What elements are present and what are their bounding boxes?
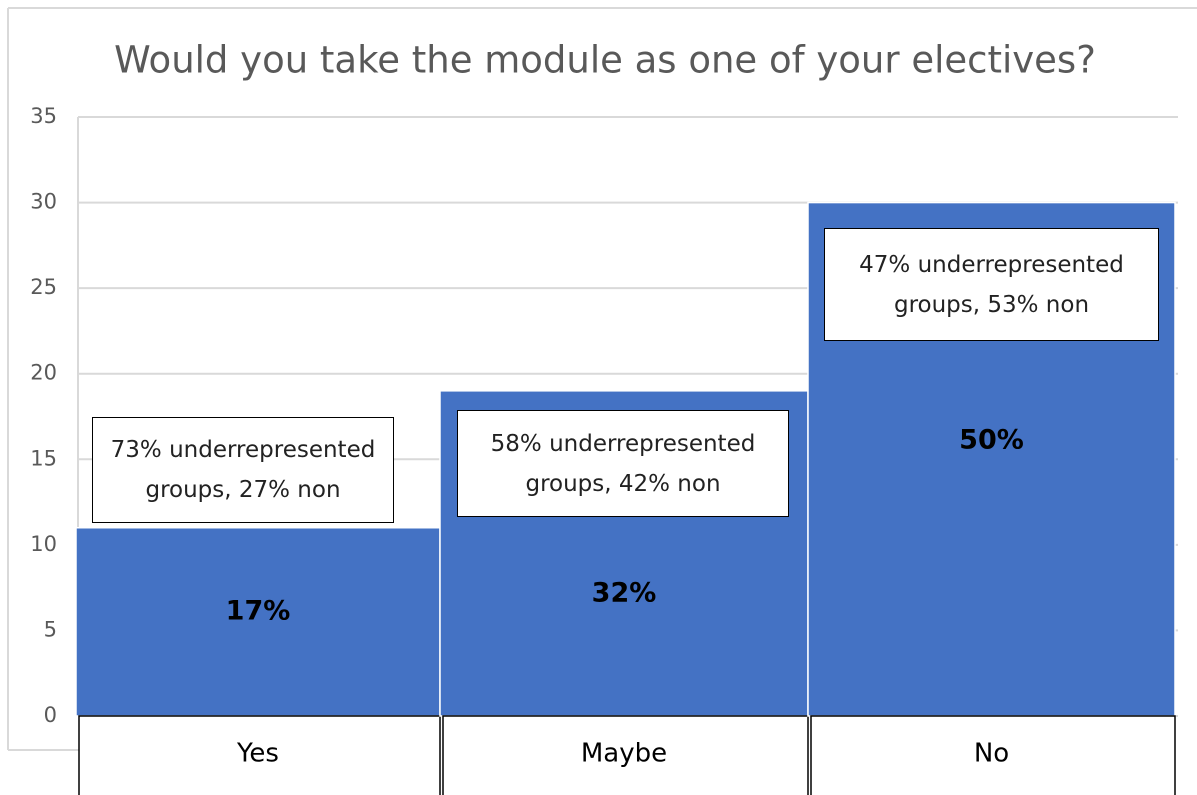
y-tick-label: 15: [30, 446, 57, 470]
annotation: 58% underrepresented groups, 42% non: [457, 410, 789, 517]
bar-label: 32%: [592, 578, 657, 609]
x-tick-label: Maybe: [581, 739, 667, 769]
category-box: [810, 715, 1176, 795]
y-tick-label: 5: [44, 617, 57, 641]
category-box: [78, 715, 441, 795]
bar-label: 17%: [226, 596, 291, 627]
y-tick-label: 30: [30, 190, 57, 214]
bar: [75, 526, 441, 717]
chart-title: Would you take the module as one of your…: [114, 39, 1096, 82]
category-box: [442, 715, 809, 795]
y-tick-label: 35: [30, 104, 57, 128]
y-tick-label: 25: [30, 275, 57, 299]
x-tick-label: Yes: [236, 739, 279, 769]
x-tick-label: No: [974, 739, 1009, 769]
bar-label: 50%: [959, 425, 1024, 456]
y-tick-label: 20: [30, 361, 57, 385]
annotation: 47% underrepresented groups, 53% non: [824, 228, 1159, 341]
annotation: 73% underrepresented groups, 27% non: [92, 417, 394, 523]
y-tick-label: 0: [44, 703, 57, 727]
y-tick-label: 10: [30, 532, 57, 556]
